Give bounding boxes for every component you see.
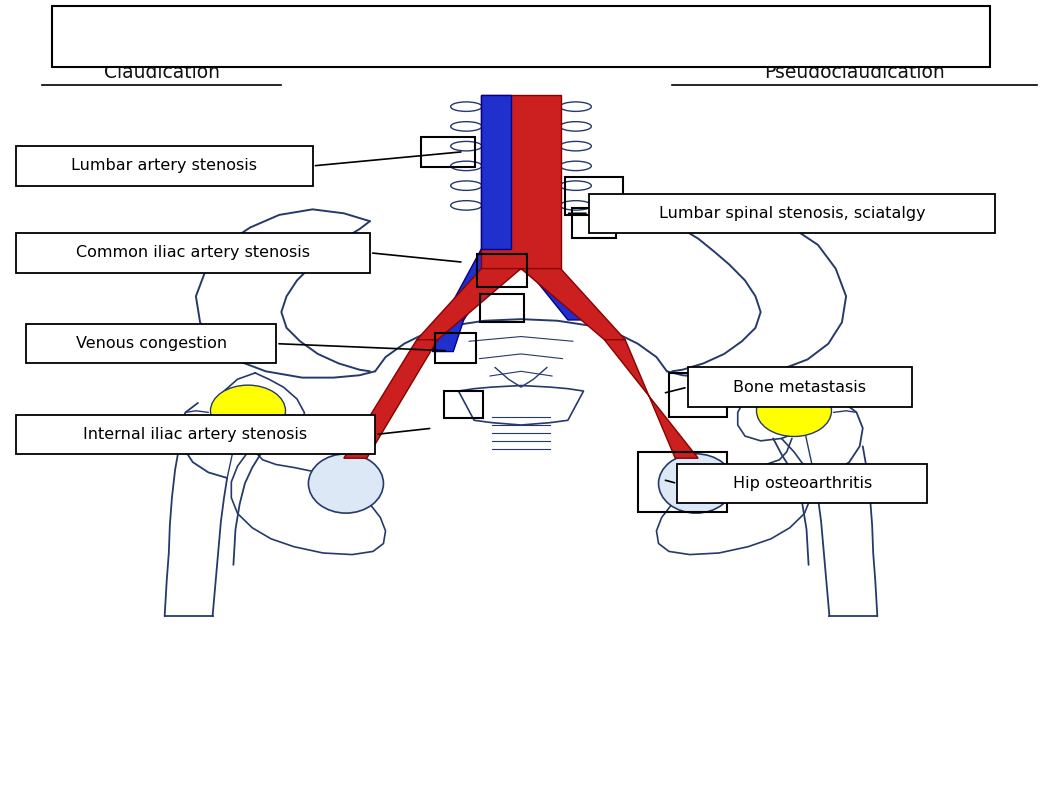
Bar bbox=[26, 324, 276, 363]
Text: Lumbar spinal stenosis, sciatalgy: Lumbar spinal stenosis, sciatalgy bbox=[659, 206, 925, 220]
Polygon shape bbox=[481, 95, 511, 249]
Bar bbox=[492, 178, 550, 194]
Polygon shape bbox=[521, 269, 625, 340]
Bar bbox=[638, 452, 726, 512]
Bar bbox=[16, 415, 375, 454]
Ellipse shape bbox=[756, 386, 832, 437]
Ellipse shape bbox=[659, 453, 734, 514]
Ellipse shape bbox=[450, 201, 481, 210]
Text: Bone metastasis: Bone metastasis bbox=[734, 380, 866, 394]
Polygon shape bbox=[604, 340, 698, 458]
Bar bbox=[670, 374, 727, 417]
Ellipse shape bbox=[561, 181, 592, 190]
Ellipse shape bbox=[450, 122, 481, 131]
Bar bbox=[688, 367, 912, 407]
Ellipse shape bbox=[308, 453, 383, 514]
Text: Claudication: Claudication bbox=[103, 63, 220, 82]
Ellipse shape bbox=[450, 102, 481, 111]
Bar bbox=[492, 198, 550, 213]
Ellipse shape bbox=[561, 122, 592, 131]
Ellipse shape bbox=[497, 133, 545, 141]
Bar bbox=[444, 391, 483, 419]
Polygon shape bbox=[481, 95, 561, 269]
Polygon shape bbox=[511, 249, 589, 320]
Bar bbox=[492, 99, 550, 115]
Bar bbox=[421, 137, 475, 167]
Ellipse shape bbox=[561, 141, 592, 151]
Bar bbox=[477, 254, 527, 287]
Text: Hip osteoarthritis: Hip osteoarthritis bbox=[733, 476, 872, 491]
Ellipse shape bbox=[450, 181, 481, 190]
Bar bbox=[480, 295, 524, 322]
FancyBboxPatch shape bbox=[52, 6, 990, 67]
Ellipse shape bbox=[497, 113, 545, 121]
Polygon shape bbox=[443, 249, 511, 320]
Ellipse shape bbox=[561, 201, 592, 210]
Ellipse shape bbox=[497, 152, 545, 160]
Polygon shape bbox=[432, 320, 464, 352]
Bar bbox=[492, 118, 550, 134]
Ellipse shape bbox=[497, 171, 545, 180]
Ellipse shape bbox=[561, 161, 592, 171]
Polygon shape bbox=[344, 340, 438, 458]
Bar bbox=[589, 194, 995, 233]
Bar bbox=[492, 138, 550, 154]
Ellipse shape bbox=[497, 192, 545, 200]
Ellipse shape bbox=[450, 161, 481, 171]
Text: Lumbar artery stenosis: Lumbar artery stenosis bbox=[71, 159, 257, 173]
Text: Venous congestion: Venous congestion bbox=[75, 337, 227, 351]
Bar bbox=[677, 464, 927, 503]
Bar bbox=[572, 208, 616, 238]
Text: Pseudoclaudication: Pseudoclaudication bbox=[764, 63, 945, 82]
Bar bbox=[435, 333, 476, 363]
Bar bbox=[566, 177, 623, 215]
Ellipse shape bbox=[561, 102, 592, 111]
Ellipse shape bbox=[450, 141, 481, 151]
Text: Common iliac artery stenosis: Common iliac artery stenosis bbox=[76, 246, 309, 260]
Ellipse shape bbox=[210, 386, 286, 437]
Text: Internal iliac artery stenosis: Internal iliac artery stenosis bbox=[83, 427, 307, 442]
Polygon shape bbox=[417, 269, 521, 340]
Bar bbox=[16, 146, 313, 186]
Bar bbox=[16, 233, 370, 273]
Bar bbox=[492, 158, 550, 174]
Text: Main causes of proximal claudication and pseudoclaudication: Main causes of proximal claudication and… bbox=[201, 26, 841, 47]
